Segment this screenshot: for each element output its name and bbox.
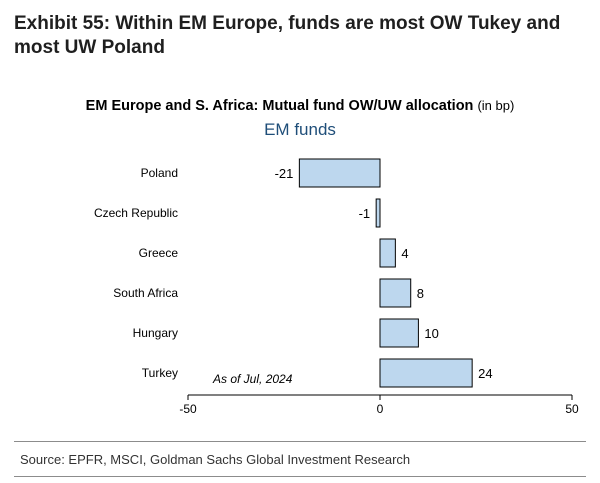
bar bbox=[375, 198, 381, 228]
bar bbox=[298, 158, 381, 188]
category-label: Hungary bbox=[133, 326, 178, 340]
divider-top bbox=[14, 441, 586, 442]
category-label: Poland bbox=[141, 166, 178, 180]
x-tick-label: 50 bbox=[565, 402, 579, 416]
data-label: 24 bbox=[478, 366, 492, 381]
chart-title: EM Europe and S. Africa: Mutual fund OW/… bbox=[0, 98, 600, 114]
exhibit-title: Exhibit 55: Within EM Europe, funds are … bbox=[14, 13, 561, 58]
bar bbox=[379, 278, 412, 308]
data-label: 4 bbox=[401, 246, 408, 261]
as-of-annotation: As of Jul, 2024 bbox=[212, 372, 293, 386]
category-label: South Africa bbox=[113, 286, 178, 300]
bar bbox=[379, 318, 419, 348]
bar-chart: -50 0 50 Poland -21 Czech Republic -1 Greece 4 So… bbox=[94, 158, 579, 416]
category-label: Czech Republic bbox=[94, 206, 178, 220]
category-label: Greece bbox=[139, 246, 179, 260]
x-tick-label: -50 bbox=[179, 402, 197, 416]
chart-title-text: EM Europe and S. Africa: Mutual fund OW/… bbox=[85, 98, 474, 114]
x-tick-label: 0 bbox=[377, 402, 384, 416]
data-label: 10 bbox=[424, 326, 438, 341]
source-note: Source: EPFR, MSCI, Goldman Sachs Global… bbox=[20, 452, 411, 467]
bar bbox=[379, 238, 396, 268]
category-label: Turkey bbox=[142, 366, 178, 380]
bar bbox=[379, 358, 473, 388]
data-label: 8 bbox=[417, 286, 424, 301]
data-label: -21 bbox=[275, 166, 294, 181]
divider-bottom bbox=[14, 476, 586, 477]
chart-subtitle: EM funds bbox=[264, 120, 336, 139]
chart-title-unit: (in bp) bbox=[477, 98, 515, 113]
data-label: -1 bbox=[359, 206, 371, 221]
